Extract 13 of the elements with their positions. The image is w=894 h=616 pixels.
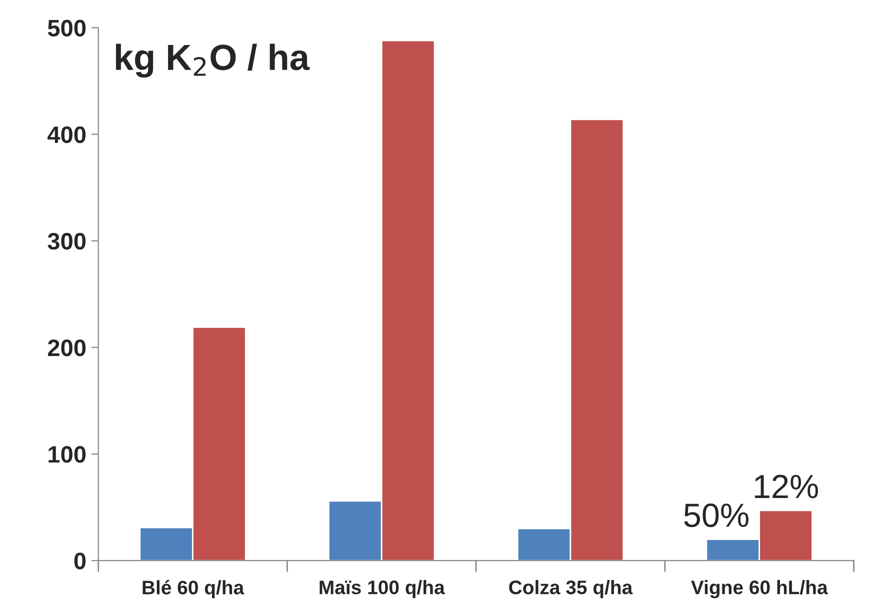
annotation: 12% bbox=[754, 474, 818, 498]
y-tick-label: 400 bbox=[48, 126, 86, 144]
x-tick-label: Blé 60 q/ha bbox=[142, 580, 244, 598]
x-tick-label: Vigne 60 hL/ha bbox=[691, 580, 828, 598]
x-tick-label: Maïs 100 q/ha bbox=[320, 580, 445, 598]
y-tick-label: 300 bbox=[48, 232, 86, 250]
annotation: 50% bbox=[684, 504, 748, 528]
chart-title: kg K$_{2}$O / ha bbox=[116, 44, 310, 78]
y-tick-label: 500 bbox=[48, 20, 86, 37]
x-tick-label: Colza 35 q/ha bbox=[509, 580, 633, 598]
y-tick-label: 100 bbox=[48, 446, 86, 463]
y-tick-label: 0 bbox=[74, 552, 86, 570]
y-tick-label: 200 bbox=[48, 339, 86, 356]
